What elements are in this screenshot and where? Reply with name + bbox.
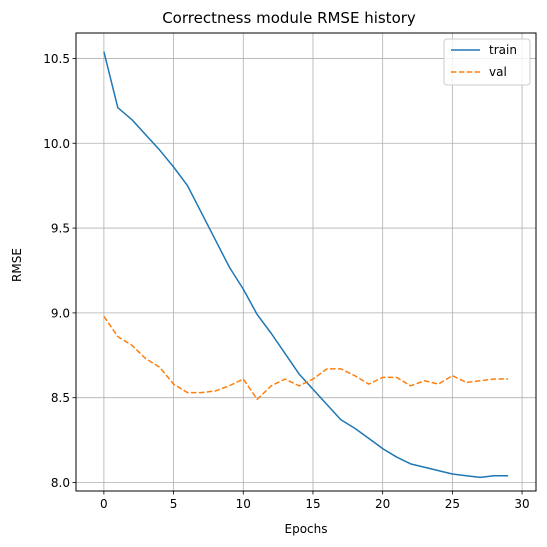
grid: [76, 33, 536, 491]
y-axis-label: RMSE: [10, 248, 24, 282]
x-tick-label: 20: [375, 497, 390, 511]
series-line-train: [103, 51, 509, 479]
y-tick-label: 10.0: [43, 137, 70, 151]
legend: train val: [443, 38, 531, 86]
x-tick-label: 15: [305, 497, 320, 511]
ticks: 0 5 10 15 20 25 30 8.0 8.5 9.0 9.5 10.0 10.5: [43, 52, 529, 511]
x-tick-label: 30: [514, 497, 529, 511]
x-tick-label: 0: [100, 497, 108, 511]
legend-val-label: val: [489, 65, 507, 79]
x-tick-label: 10: [236, 497, 251, 511]
legend-train-label: train: [489, 43, 517, 57]
legend-box: [443, 38, 531, 86]
x-tick-label: 25: [445, 497, 460, 511]
y-tick-label: 8.5: [51, 391, 70, 405]
x-tick-label: 5: [170, 497, 178, 511]
x-axis-label: Epochs: [285, 522, 328, 536]
series-line-val: [103, 315, 509, 401]
y-tick-label: 9.5: [51, 222, 70, 236]
series-layer: [103, 51, 509, 479]
y-tick-label: 9.0: [51, 306, 70, 320]
plot-frame: [75, 32, 537, 492]
y-tick-label: 10.5: [43, 52, 70, 66]
y-tick-label: 8.0: [51, 476, 70, 490]
chart-title: Correctness module RMSE history: [162, 9, 416, 27]
